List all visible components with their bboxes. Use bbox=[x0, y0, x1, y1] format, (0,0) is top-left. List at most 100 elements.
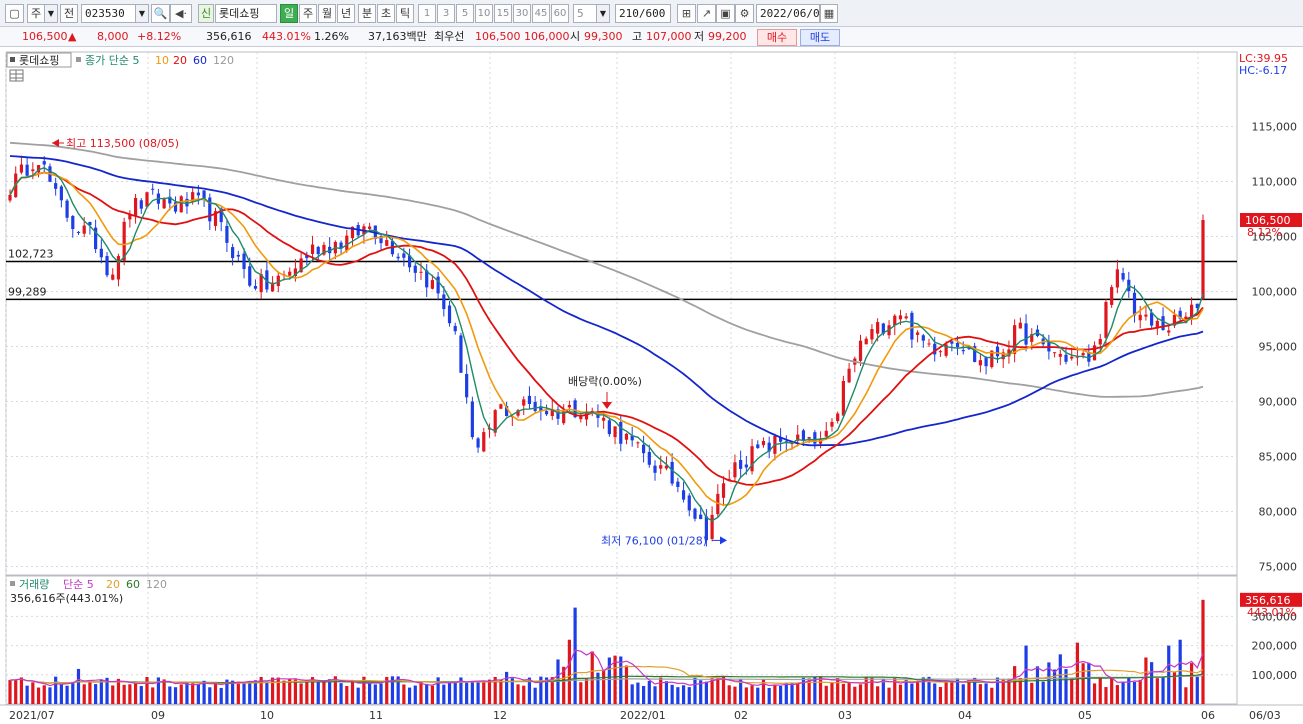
tab-period-2[interactable]: 월 bbox=[318, 4, 336, 23]
chevron-down-icon[interactable]: ▼ bbox=[135, 4, 149, 23]
interval-button[interactable]: 1 bbox=[418, 4, 436, 23]
sell-button[interactable]: 매도 bbox=[800, 29, 840, 46]
draw-tool-icon[interactable]: ↗ bbox=[697, 4, 716, 23]
volume-bar bbox=[870, 677, 874, 704]
volume-bar bbox=[442, 684, 446, 704]
tab-period-1[interactable]: 주 bbox=[299, 4, 317, 23]
volume-bar bbox=[65, 685, 69, 704]
candle-body bbox=[76, 231, 81, 233]
interval-input[interactable]: 5 bbox=[573, 4, 597, 23]
save-icon[interactable]: ▣ bbox=[716, 4, 735, 23]
interval-button[interactable]: 45 bbox=[532, 4, 550, 23]
speaker-icon[interactable]: ◀· bbox=[170, 4, 192, 23]
volume-bar bbox=[8, 680, 12, 704]
volume-bar bbox=[955, 678, 960, 704]
candle-body bbox=[858, 340, 863, 361]
interval-button[interactable]: 10 bbox=[475, 4, 493, 23]
candle-body bbox=[276, 275, 280, 287]
chevron-down-icon[interactable]: ▼ bbox=[596, 4, 610, 23]
candle-body bbox=[579, 416, 583, 420]
volume-bar bbox=[973, 677, 977, 704]
volume-bar bbox=[493, 676, 497, 704]
vol-ma5-legend-label: 단순 5 bbox=[63, 578, 94, 591]
high-label: 고 bbox=[632, 30, 643, 43]
candle-body bbox=[173, 202, 178, 212]
candle-body bbox=[322, 244, 326, 255]
vol-ma120-legend-label: 120 bbox=[146, 578, 167, 591]
candle-body bbox=[1104, 301, 1108, 338]
prev-button[interactable]: 전 bbox=[60, 4, 78, 23]
window-menu-icon[interactable]: ▢ bbox=[5, 4, 24, 23]
volume-bar bbox=[213, 682, 218, 704]
interval-button[interactable]: 15 bbox=[494, 4, 512, 23]
candle-body bbox=[1007, 349, 1011, 357]
xaxis-tick-label: 05 bbox=[1078, 709, 1092, 722]
candle-body bbox=[910, 312, 914, 340]
candlestick-chart[interactable]: 102,723 99,289 75,000 80,000 85,000 90,000 95… bbox=[0, 48, 1303, 724]
interval-button[interactable]: 60 bbox=[551, 4, 569, 23]
volume-bar bbox=[864, 677, 868, 704]
volume-bar bbox=[938, 686, 943, 704]
tab-period-0[interactable]: 일 bbox=[280, 4, 298, 23]
interval-button[interactable]: 5 bbox=[456, 4, 474, 23]
stock-legend-label: 롯데쇼핑 bbox=[19, 54, 59, 67]
interval-button[interactable]: 3 bbox=[437, 4, 455, 23]
volume-bar bbox=[1178, 639, 1182, 704]
candle-body bbox=[687, 495, 691, 511]
search-icon[interactable]: 🔍 bbox=[151, 4, 170, 23]
volume-bar bbox=[544, 677, 549, 704]
low-arrow-icon bbox=[720, 536, 727, 545]
volume-bar bbox=[88, 681, 92, 704]
gear-icon[interactable]: ⚙ bbox=[735, 4, 754, 23]
chart-background bbox=[0, 48, 1303, 724]
volume-bar bbox=[425, 683, 429, 704]
volume-bar bbox=[71, 681, 75, 704]
volume-bar bbox=[76, 668, 81, 704]
buy-button[interactable]: 매수 bbox=[757, 29, 797, 46]
volume-bar bbox=[219, 687, 223, 704]
candle-body bbox=[345, 235, 349, 251]
candle-body bbox=[727, 478, 731, 480]
tab-period-6[interactable]: 틱 bbox=[396, 4, 414, 23]
volume-bar bbox=[453, 683, 457, 704]
candle-body bbox=[1018, 322, 1022, 329]
volume-bar bbox=[824, 685, 828, 704]
volume-bar bbox=[1144, 657, 1148, 704]
candle-body bbox=[1001, 352, 1005, 360]
volume-yaxis-tick-label: 100,000 bbox=[1252, 669, 1298, 682]
volume-bar bbox=[636, 682, 640, 704]
candle-body bbox=[938, 351, 943, 353]
candle-body bbox=[1178, 310, 1182, 319]
indicator-icon[interactable]: ⊞ bbox=[677, 4, 696, 23]
candle-body bbox=[236, 254, 240, 257]
volume-bar bbox=[345, 686, 349, 704]
stock-name-field[interactable]: 롯데쇼핑 bbox=[215, 4, 277, 23]
volume-bar bbox=[744, 687, 748, 704]
period-select[interactable]: 주 bbox=[27, 4, 45, 23]
candle-body bbox=[19, 164, 24, 173]
volume-bar bbox=[961, 684, 965, 704]
chevron-down-icon[interactable]: ▼ bbox=[44, 4, 58, 23]
xaxis-tick-label: 09 bbox=[151, 709, 165, 722]
tab-period-5[interactable]: 초 bbox=[377, 4, 395, 23]
volume-bar bbox=[876, 686, 880, 704]
candle-body bbox=[1201, 220, 1205, 300]
candle-body bbox=[590, 410, 594, 412]
tab-period-4[interactable]: 분 bbox=[358, 4, 376, 23]
volume-bar bbox=[362, 676, 366, 704]
volume-bar bbox=[231, 680, 235, 704]
interval-button[interactable]: 30 bbox=[513, 4, 531, 23]
date-input[interactable]: 2022/06/03 bbox=[756, 4, 826, 23]
volume-bar bbox=[156, 677, 161, 704]
volume-bar bbox=[293, 679, 298, 704]
candle-body bbox=[219, 208, 223, 223]
candle-body bbox=[25, 164, 29, 176]
tab-period-3[interactable]: 년 bbox=[337, 4, 355, 23]
calendar-icon[interactable]: ▦ bbox=[820, 4, 838, 23]
candle-body bbox=[807, 436, 811, 439]
volume-bar bbox=[259, 676, 263, 704]
stock-code-input[interactable]: 023530 bbox=[81, 4, 136, 23]
xaxis-tick-label: 02 bbox=[734, 709, 748, 722]
xaxis-tick-label: 06/03 bbox=[1249, 709, 1281, 722]
volume-bar bbox=[790, 682, 794, 704]
